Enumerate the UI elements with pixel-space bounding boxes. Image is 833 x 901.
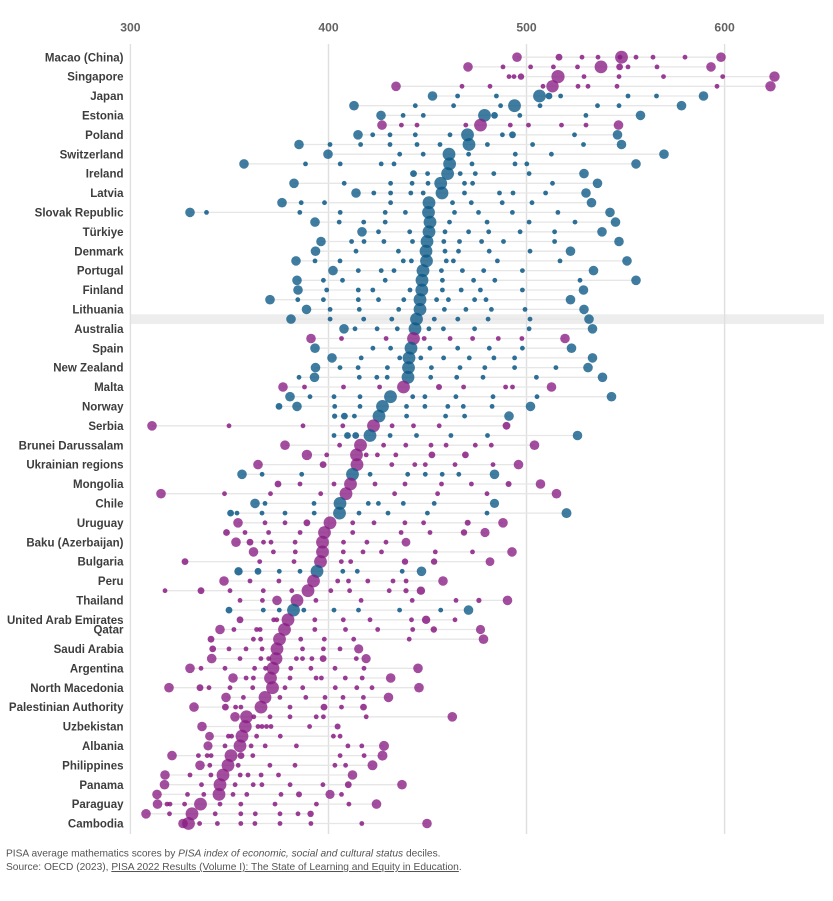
- svg-text:Portugal: Portugal: [77, 266, 124, 278]
- svg-text:Qatar: Qatar: [93, 625, 124, 637]
- svg-text:PISA average mathematics score: PISA average mathematics scores by PISA …: [6, 849, 441, 860]
- svg-text:Panama: Panama: [79, 780, 124, 792]
- svg-text:Singapore: Singapore: [67, 72, 123, 84]
- svg-text:Paraguay: Paraguay: [72, 799, 124, 811]
- svg-text:Norway: Norway: [82, 402, 124, 414]
- svg-text:Poland: Poland: [85, 130, 123, 142]
- svg-text:Saudi Arabia: Saudi Arabia: [54, 644, 124, 656]
- svg-text:Baku (Azerbaijan): Baku (Azerbaijan): [26, 537, 123, 549]
- svg-text:North Macedonia: North Macedonia: [30, 683, 124, 695]
- svg-text:Slovak Republic: Slovak Republic: [35, 208, 124, 220]
- svg-text:Bulgaria: Bulgaria: [77, 557, 124, 569]
- svg-text:Brunei Darussalam: Brunei Darussalam: [19, 440, 124, 452]
- svg-text:600: 600: [714, 21, 735, 35]
- svg-text:Uzbekistan: Uzbekistan: [63, 722, 124, 734]
- svg-text:Latvia: Latvia: [90, 188, 124, 200]
- svg-text:United Arab Emirates: United Arab Emirates: [7, 615, 124, 627]
- svg-text:Thailand: Thailand: [76, 596, 123, 608]
- svg-text:400: 400: [318, 21, 339, 35]
- svg-text:Palestinian Authority: Palestinian Authority: [9, 702, 124, 714]
- svg-text:Peru: Peru: [98, 576, 124, 588]
- svg-text:Argentina: Argentina: [70, 663, 124, 675]
- svg-text:Malta: Malta: [94, 382, 124, 394]
- svg-text:300: 300: [120, 21, 141, 35]
- svg-text:Türkiye: Türkiye: [83, 227, 124, 239]
- svg-text:Albania: Albania: [82, 741, 124, 753]
- svg-text:Mongolia: Mongolia: [73, 479, 124, 491]
- svg-text:Chile: Chile: [95, 499, 123, 511]
- svg-text:Spain: Spain: [92, 343, 123, 355]
- svg-text:Ukrainian regions: Ukrainian regions: [26, 460, 123, 472]
- svg-text:Cambodia: Cambodia: [68, 819, 124, 831]
- svg-text:Lithuania: Lithuania: [72, 305, 124, 317]
- svg-text:New Zealand: New Zealand: [53, 363, 123, 375]
- svg-text:500: 500: [516, 21, 537, 35]
- svg-text:Macao (China): Macao (China): [45, 52, 124, 64]
- svg-text:Japan: Japan: [90, 91, 123, 103]
- svg-text:Uruguay: Uruguay: [77, 518, 124, 530]
- svg-text:Philippines: Philippines: [62, 760, 123, 772]
- svg-text:Source: OECD (2023), PISA 2022: Source: OECD (2023), PISA 2022 Results (…: [6, 862, 462, 873]
- svg-text:Denmark: Denmark: [74, 246, 124, 258]
- svg-text:Ireland: Ireland: [86, 169, 124, 181]
- svg-text:Finland: Finland: [83, 285, 124, 297]
- svg-text:Estonia: Estonia: [82, 111, 124, 123]
- svg-text:Australia: Australia: [74, 324, 124, 336]
- svg-text:Switzerland: Switzerland: [60, 149, 124, 161]
- svg-text:Serbia: Serbia: [88, 421, 124, 433]
